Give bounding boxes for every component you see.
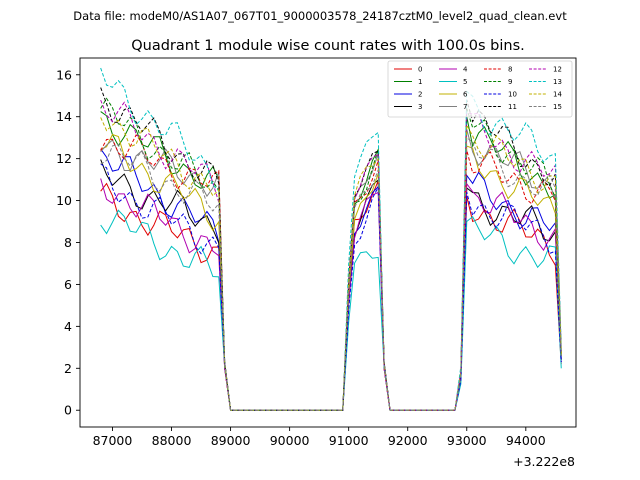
legend-label-8: 8 (508, 66, 512, 74)
y-tick-label: 2 (64, 361, 72, 376)
legend-label-9: 9 (508, 78, 512, 86)
y-tick-label: 14 (56, 109, 72, 124)
series-line-15 (100, 136, 562, 411)
legend-label-2: 2 (418, 91, 422, 99)
series-line-9 (100, 97, 562, 411)
x-tick-label: 90000 (270, 433, 310, 448)
x-tick-label: 92000 (388, 433, 428, 448)
y-tick-label: 16 (56, 67, 72, 82)
y-tick-label: 0 (64, 403, 72, 418)
legend-label-7: 7 (463, 103, 467, 111)
legend-label-15: 15 (553, 103, 562, 111)
x-tick-label: 94000 (506, 433, 546, 448)
series-line-14 (100, 117, 562, 411)
legend-label-14: 14 (553, 91, 562, 99)
y-tick-label: 4 (64, 319, 72, 334)
plot-area (80, 58, 576, 427)
legend-label-4: 4 (463, 66, 468, 74)
legend-label-11: 11 (508, 103, 517, 111)
legend-box (387, 60, 573, 118)
figure-suptitle: Data file: modeM0/AS1A07_067T01_90000035… (73, 9, 567, 23)
y-tick-label: 8 (64, 235, 72, 250)
plot-frame (79, 57, 577, 428)
legend-label-10: 10 (508, 91, 517, 99)
chart-title: Quadrant 1 module wise count rates with … (131, 38, 525, 54)
legend-label-13: 13 (553, 78, 562, 86)
legend-label-6: 6 (463, 91, 468, 99)
axes-layer: 87000 88000 89000 90000 91000 92000 93000 94000… (56, 67, 546, 448)
legend-label-5: 5 (463, 78, 467, 86)
series-layer (100, 67, 562, 411)
y-tick-label: 12 (56, 151, 72, 166)
x-tick-label: 93000 (447, 433, 487, 448)
x-offset-label: +3.222e8 (513, 454, 575, 469)
legend-label-0: 0 (418, 66, 422, 74)
legend-label-12: 12 (553, 66, 562, 74)
legend-label-3: 3 (418, 103, 422, 111)
x-tick-label: 88000 (152, 433, 192, 448)
y-tick-label: 6 (64, 277, 72, 292)
legend-label-1: 1 (418, 78, 422, 86)
x-tick-label: 89000 (211, 433, 251, 448)
x-tick-label: 87000 (93, 433, 133, 448)
x-tick-label: 91000 (329, 433, 369, 448)
y-tick-label: 10 (56, 193, 72, 208)
series-line-12 (100, 99, 562, 411)
